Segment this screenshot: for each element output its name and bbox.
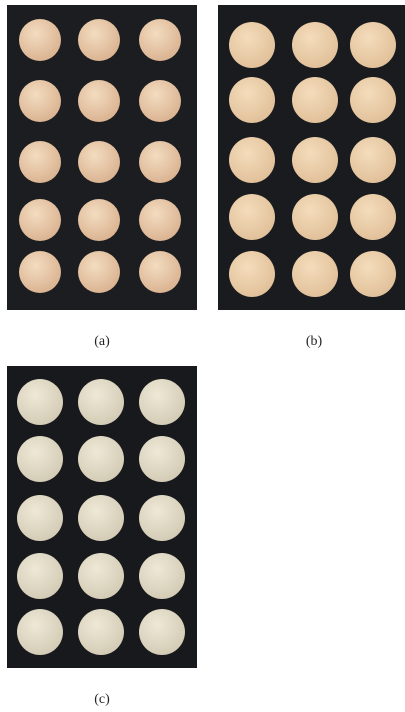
- disc: [78, 19, 120, 61]
- disc: [229, 22, 275, 68]
- disc: [19, 80, 61, 122]
- disc: [78, 80, 120, 122]
- disc: [19, 19, 61, 61]
- disc: [139, 19, 181, 61]
- disc: [292, 194, 338, 240]
- disc: [17, 553, 63, 599]
- disc: [17, 495, 63, 541]
- disc: [139, 436, 185, 482]
- disc: [78, 251, 120, 293]
- disc: [292, 77, 338, 123]
- disc: [78, 436, 124, 482]
- disc: [78, 141, 120, 183]
- disc: [139, 553, 185, 599]
- disc: [17, 379, 63, 425]
- disc: [78, 379, 124, 425]
- disc: [17, 609, 63, 655]
- caption: (b): [306, 334, 323, 349]
- disc: [139, 379, 185, 425]
- caption: (a): [94, 334, 110, 349]
- discs: [17, 19, 396, 655]
- disc: [78, 199, 120, 241]
- disc: [78, 609, 124, 655]
- disc: [139, 495, 185, 541]
- disc: [139, 80, 181, 122]
- disc: [139, 199, 181, 241]
- disc: [19, 141, 61, 183]
- disc: [78, 495, 124, 541]
- disc: [350, 77, 396, 123]
- disc: [139, 251, 181, 293]
- disc: [292, 137, 338, 183]
- disc: [17, 436, 63, 482]
- caption: (c): [94, 692, 110, 707]
- disc: [229, 137, 275, 183]
- disc: [139, 609, 185, 655]
- disc: [350, 22, 396, 68]
- disc: [139, 141, 181, 183]
- disc: [229, 194, 275, 240]
- disc: [292, 22, 338, 68]
- disc: [19, 251, 61, 293]
- disc: [350, 137, 396, 183]
- disc: [78, 553, 124, 599]
- disc: [19, 199, 61, 241]
- disc: [350, 251, 396, 297]
- disc: [350, 194, 396, 240]
- disc: [229, 77, 275, 123]
- disc: [229, 251, 275, 297]
- disc: [292, 251, 338, 297]
